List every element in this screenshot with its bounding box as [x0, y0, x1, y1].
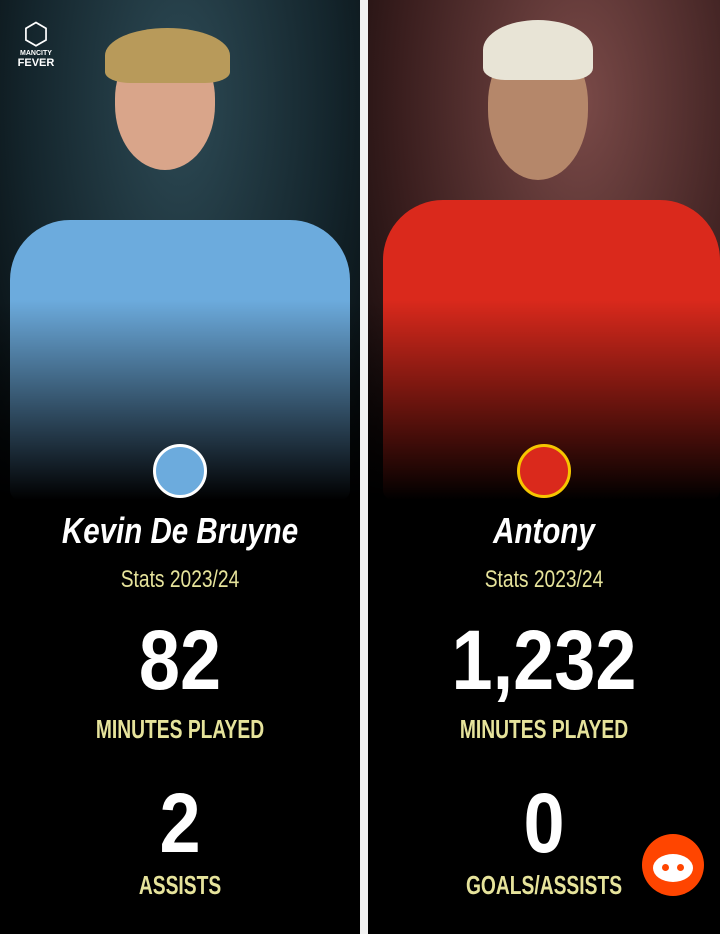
stat2-label: ASSISTS — [138, 870, 222, 900]
season-label: Stats 2023/24 — [120, 566, 240, 593]
stat1-value: 82 — [138, 613, 222, 707]
stat1-label: MINUTES PLAYED — [95, 714, 265, 744]
player-panel-de-bruyne: ⬡ MANCITY FEVER Kevin De Bruyne Stats 20… — [0, 0, 360, 900]
player-name: Kevin De Bruyne — [61, 510, 299, 551]
season-label: Stats 2023/24 — [484, 566, 604, 593]
stat1-value: 1,232 — [451, 613, 637, 707]
player-panel-antony: Antony Stats 2023/24 1,232 MINUTES PLAYE… — [368, 0, 720, 934]
club-badge-man-city — [153, 444, 207, 498]
club-badge-man-united — [517, 444, 571, 498]
divider — [360, 0, 368, 934]
stat1-label: MINUTES PLAYED — [459, 714, 629, 744]
player-name: Antony — [493, 510, 595, 551]
player-photo — [368, 0, 720, 500]
player-photo — [0, 0, 360, 500]
stat2-label: GOALS/ASSISTS — [465, 870, 623, 900]
reddit-icon — [642, 834, 704, 896]
stat2-value: 0 — [523, 776, 565, 870]
stat2-value: 2 — [159, 776, 201, 870]
mancity-fever-logo: ⬡ MANCITY FEVER — [17, 18, 55, 69]
